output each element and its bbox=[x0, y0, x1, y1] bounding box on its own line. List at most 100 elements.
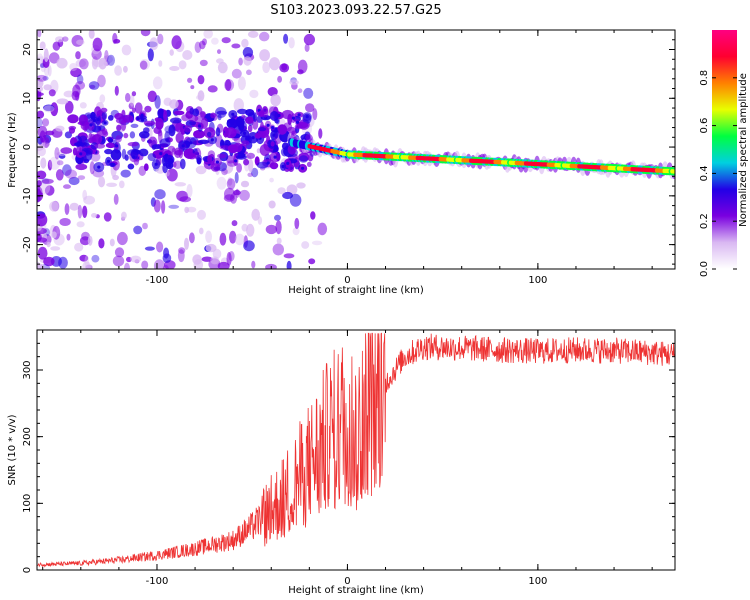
spectrogram-noise-blob bbox=[289, 193, 302, 207]
spectrogram-band-blob bbox=[258, 127, 267, 132]
spectrogram-band-blob bbox=[181, 114, 190, 122]
spectrogram-noise-blob bbox=[277, 75, 282, 83]
spectrogram-noise-blob bbox=[152, 76, 163, 90]
spectrogram-band-blob bbox=[108, 115, 114, 121]
spectrogram-noise-blob bbox=[156, 241, 164, 253]
spectrogram-band-blob bbox=[183, 125, 193, 133]
spectrogram-band-blob bbox=[163, 154, 175, 165]
spectrogram-noise-blob bbox=[106, 182, 118, 187]
spectrogram-noise-blob bbox=[133, 225, 143, 235]
snr-x-label: Height of straight line (km) bbox=[288, 585, 424, 596]
spectrogram-noise-blob bbox=[277, 187, 286, 195]
spectrogram-band-blob bbox=[259, 144, 271, 156]
spectrogram-noise-blob bbox=[43, 48, 49, 62]
spectrogram-band-blob bbox=[215, 127, 221, 137]
spectrogram-noise-blob bbox=[119, 180, 125, 189]
spectrogram-noise-blob bbox=[169, 49, 174, 56]
spectrogram-noise-blob bbox=[240, 180, 250, 188]
spectrogram-band-blob bbox=[94, 143, 106, 149]
spectrogram-band-blob bbox=[127, 142, 139, 147]
spectrogram-noise-blob bbox=[134, 102, 143, 114]
spectrogram-band-blob bbox=[175, 122, 184, 133]
spectrogram-noise-blob bbox=[301, 241, 310, 249]
spectrogram-noise-blob bbox=[238, 57, 243, 66]
spectrogram-band-blob bbox=[281, 109, 294, 120]
spectrogram-noise-blob bbox=[305, 103, 315, 113]
spectrogram-noise-blob bbox=[139, 60, 148, 70]
spectrogram-band-core bbox=[167, 163, 172, 167]
spectrogram-noise-blob bbox=[267, 87, 278, 97]
spectrogram-noise-blob bbox=[235, 188, 240, 198]
spectrogram-noise-blob bbox=[121, 44, 132, 56]
spectrogram-noise-blob bbox=[75, 51, 81, 60]
spectrogram-noise-blob bbox=[114, 247, 125, 258]
spectrogram-band-blob bbox=[245, 116, 254, 124]
spectrogram-noise-blob bbox=[103, 212, 112, 222]
spectrogram-band-blob bbox=[90, 133, 96, 143]
spectrogram-noise-blob bbox=[43, 84, 52, 91]
spectrogram-noise-blob bbox=[259, 31, 270, 42]
spectrogram-noise-blob bbox=[168, 204, 180, 209]
spectrogram-noise-blob bbox=[64, 131, 72, 139]
spectrogram-noise-blob bbox=[49, 201, 59, 212]
spectrogram-noise-blob bbox=[242, 47, 254, 58]
spectrogram-noise-blob bbox=[75, 81, 86, 90]
spectrogram-band-blob bbox=[197, 139, 210, 144]
spectrogram-noise-blob bbox=[87, 235, 93, 246]
spectrogram-noise-blob bbox=[43, 104, 55, 112]
spectrogram-band-blob bbox=[122, 114, 134, 123]
spectrogram-noise-blob bbox=[249, 89, 259, 99]
spectrogram-band-core bbox=[115, 144, 119, 148]
spectrogram-noise-blob bbox=[162, 253, 172, 263]
spectrogram-noise-blob bbox=[248, 158, 254, 173]
spectrogram-noise-blob bbox=[199, 40, 206, 50]
spectrogram-noise-blob bbox=[251, 167, 259, 178]
spectrogram-noise-blob bbox=[114, 65, 122, 76]
spectrogram-noise-blob bbox=[251, 208, 260, 221]
spectrogram-band-blob bbox=[159, 138, 171, 148]
spectrogram-noise-blob bbox=[98, 57, 107, 70]
spectrogram-noise-blob bbox=[153, 199, 161, 213]
spectrogram-noise-blob bbox=[113, 193, 119, 205]
spectrogram-band-blob bbox=[217, 153, 227, 159]
spectrogram-noise-blob bbox=[79, 58, 89, 70]
spectrogram-noise-blob bbox=[199, 59, 208, 67]
spectrogram-y-label: Frequency (Hz) bbox=[7, 112, 18, 188]
spectrogram-noise-blob bbox=[66, 233, 71, 241]
spectrogram-noise-blob bbox=[50, 246, 61, 251]
spectrogram-noise-blob bbox=[231, 220, 238, 227]
spectrogram-noise-blob bbox=[311, 240, 323, 246]
spectrogram-band-blob bbox=[130, 148, 139, 160]
spectrogram-noise-blob bbox=[56, 57, 68, 69]
spectrogram-noise-blob bbox=[42, 118, 50, 127]
spectrogram-noise-blob bbox=[272, 243, 284, 256]
spectrogram-noise-blob bbox=[241, 38, 249, 48]
spectrogram-band-blob bbox=[253, 112, 257, 122]
spectrogram-noise-blob bbox=[229, 230, 237, 244]
spectrogram-band-core bbox=[210, 138, 214, 142]
spectrogram-noise-blob bbox=[37, 77, 44, 89]
spectrogram-band-blob bbox=[200, 117, 209, 129]
spectrogram-frame bbox=[36, 29, 676, 270]
spectrogram-noise-blob bbox=[37, 30, 42, 38]
spectrogram-band-blob bbox=[163, 109, 168, 122]
spectrogram-noise-blob bbox=[82, 261, 91, 269]
snr-panel: -100 0 100 0 100 200 300 Height of straight l… bbox=[7, 329, 676, 596]
spectrogram-noise-blob bbox=[117, 231, 128, 246]
spectrogram-band-core bbox=[96, 118, 100, 122]
spectrogram-noise-blob bbox=[158, 60, 163, 67]
spectrogram-noise-blob bbox=[257, 216, 263, 225]
spectrogram-noise-blob bbox=[297, 88, 303, 93]
spectrogram-noise-blob bbox=[265, 224, 278, 235]
spectrogram-band-blob bbox=[189, 120, 197, 126]
x-tick-label: 0 bbox=[344, 576, 350, 587]
spectrogram-noise-blob bbox=[69, 63, 78, 71]
spectrogram-band-blob bbox=[193, 129, 205, 139]
spectrogram-band-blob bbox=[294, 124, 303, 130]
spectrogram-noise-blob bbox=[227, 177, 233, 186]
spectrogram-band-blob bbox=[210, 163, 221, 172]
spectrogram-noise-blob bbox=[79, 102, 87, 109]
spectrogram-noise-blob bbox=[43, 256, 55, 267]
